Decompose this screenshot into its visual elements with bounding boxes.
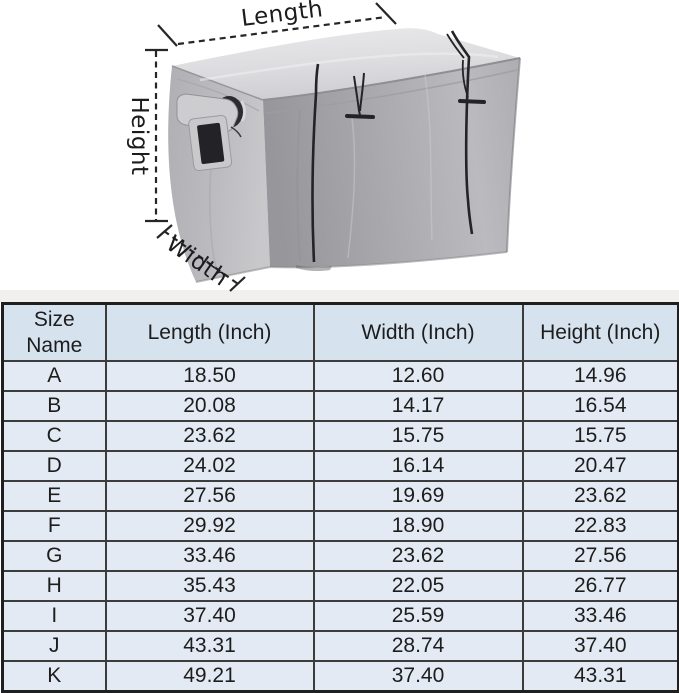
width-cell: 19.69 [312,480,524,512]
size-name-cell: I [1,600,107,632]
left-top-seam [171,65,264,101]
size-table-body: A 18.50 12.60 14.96 B 20.08 14.17 16.54 C 23.62 15… [1,360,679,693]
length-cell: 43.31 [104,630,315,662]
height-cell: 26.77 [521,570,679,602]
length-cell: 33.46 [104,540,315,572]
table-row: J 43.31 28.74 37.40 [1,630,679,662]
height-cell: 16.54 [521,390,679,422]
right-edge-seam [506,57,521,253]
photo-floor-edge [0,290,679,302]
bottom-edge [195,251,508,283]
length-cell: 20.08 [104,390,315,422]
size-chart-table: Size Name Length (Inch) Width (Inch) Hei… [1,302,679,693]
width-cell: 37.40 [312,660,524,693]
zipper-left [311,63,320,263]
table-row: E 27.56 19.69 23.62 [1,480,679,512]
length-dimension-line [177,15,387,46]
table-row: F 29.92 18.90 22.83 [1,510,679,542]
drawstring-right [458,59,486,104]
cord-toggle [345,114,375,119]
table-row: H 35.43 22.05 26.77 [1,570,679,602]
height-cell: 20.47 [521,450,679,482]
cover-front-face [263,58,520,268]
width-cell: 16.14 [312,450,524,482]
size-chart-header: Size Name Length (Inch) Width (Inch) Hei… [1,302,679,362]
drawstring-center [345,72,375,119]
length-cell: 24.02 [104,450,315,482]
height-cell: 37.40 [521,630,679,662]
cover-top-face [172,28,520,100]
zippers [311,30,474,263]
vent-opening [197,122,225,164]
height-label: Height [126,96,152,175]
table-row: D 24.02 16.14 20.47 [1,450,679,482]
zipper-right-cord [446,33,465,59]
size-name-cell: H [1,570,107,602]
length-cell: 37.40 [104,600,315,632]
length-cell: 23.62 [104,420,315,452]
length-cell: 35.43 [104,570,315,602]
table-row: K 49.21 37.40 43.31 [1,660,679,693]
header-row: Size Name Length (Inch) Width (Inch) Hei… [1,302,679,362]
width-cell: 18.90 [312,510,524,542]
length-end-tick [157,24,178,47]
length-cell: 27.56 [104,480,315,512]
front-piping-seam [265,69,518,114]
col-header-width: Width (Inch) [312,302,524,362]
width-cell: 22.05 [312,570,524,602]
width-cell: 28.74 [312,630,524,662]
width-end-tick [229,276,246,292]
cord-toggle [458,99,486,104]
table-row: C 23.62 15.75 15.75 [1,420,679,452]
size-name-cell: B [1,390,107,422]
left-piping-seam [176,78,260,112]
table-row: G 33.46 23.62 27.56 [1,540,679,572]
width-cell: 25.59 [312,600,524,632]
cover-body [168,28,521,283]
size-name-cell: G [1,540,107,572]
height-cell: 33.46 [521,600,679,632]
cover-dimension-figure: Length Height Width [0,0,679,302]
col-header-length: Length (Inch) [104,302,315,362]
width-cell: 14.17 [312,390,524,422]
size-name-cell: E [1,480,107,512]
cover-3d-diagram: Length Height Width [0,0,679,302]
height-cell: 22.83 [521,510,679,542]
col-header-height: Height (Inch) [521,302,679,362]
length-end-tick [375,2,397,25]
size-name-cell: C [1,420,107,452]
length-cell: 29.92 [104,510,315,542]
table-row: B 20.08 14.17 16.54 [1,390,679,422]
width-cell: 23.62 [312,540,524,572]
col-header-size-name: Size Name [1,302,107,362]
table-row: A 18.50 12.60 14.96 [1,360,679,392]
height-cell: 43.31 [521,660,679,693]
width-cell: 12.60 [312,360,524,392]
size-name-cell: D [1,450,107,482]
length-cell: 18.50 [104,360,315,392]
width-end-tick [156,224,173,239]
size-name-cell: F [1,510,107,542]
side-handle [176,93,246,172]
size-name-cell: J [1,630,107,662]
front-top-seam [262,57,521,101]
length-label: Length [240,0,325,32]
height-cell: 14.96 [521,360,679,392]
length-cell: 49.21 [104,660,315,693]
size-name-cell: K [1,660,107,693]
table-row: I 37.40 25.59 33.46 [1,600,679,632]
height-cell: 15.75 [521,420,679,452]
width-dimension-line [163,230,239,285]
height-cell: 23.62 [521,480,679,512]
size-name-cell: A [1,360,107,392]
width-cell: 15.75 [312,420,524,452]
height-cell: 27.56 [521,540,679,572]
bottom-shadow [296,265,332,272]
zipper-right [450,30,474,235]
dimension-annotations [145,2,397,292]
